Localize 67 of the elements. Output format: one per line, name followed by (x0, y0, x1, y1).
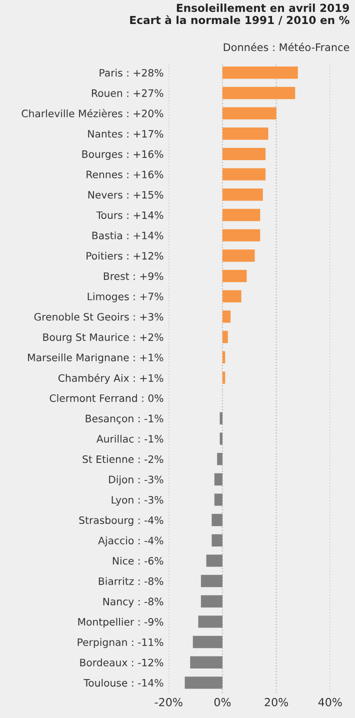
y-tick-label: Dijon : -3% (109, 475, 164, 486)
x-tick-label: 20% (264, 698, 288, 706)
y-tick-label: Tours : +14% (96, 211, 164, 219)
y-tick-label: Ajaccio : -4% (98, 536, 164, 546)
bar (222, 128, 268, 140)
y-tick-label: Bourges : +16% (82, 150, 164, 160)
bar (190, 656, 222, 668)
text: Données : Météo-France (224, 42, 350, 52)
x-tick-label: 40% (318, 698, 342, 706)
bar (184, 676, 222, 689)
y-tick-label: Paris : +28% (100, 68, 164, 77)
bar (192, 636, 222, 648)
bar (200, 595, 222, 608)
bar (222, 310, 231, 323)
bar (214, 494, 222, 506)
y-tick-label: Besançon : -1% (86, 414, 164, 424)
bar (212, 534, 222, 546)
y-tick-label: Biarritz : -8% (98, 577, 164, 586)
y-tick-label: Rennes : +16% (86, 170, 164, 178)
bar (222, 107, 276, 120)
bar (220, 432, 222, 445)
y-tick-label: Chambéry Aix : +1% (58, 374, 164, 384)
bar (212, 514, 222, 526)
chart-title: Ensoleillement en avril 2019 Ecart à la normale 1991 / 2010 en % (130, 4, 350, 25)
bar (222, 229, 260, 242)
bar (222, 208, 260, 222)
bar (222, 188, 263, 201)
bar (222, 330, 228, 344)
y-tick-label: Nancy : -8% (103, 598, 164, 608)
bar (220, 412, 222, 424)
y-tick-label: Nantes : +17% (88, 130, 164, 138)
y-tick-label: Lyon : -3% (112, 496, 164, 506)
y-tick-label: Brest : +9% (104, 272, 164, 280)
bar (198, 616, 222, 628)
bar (222, 86, 296, 100)
y-tick-label: Rouen : +27% (92, 89, 164, 97)
bar (222, 66, 298, 79)
y-tick-label: St Etienne : -2% (82, 455, 164, 464)
y-tick-label: Montpellier : -9% (78, 618, 164, 628)
bar (222, 148, 266, 160)
bar (222, 372, 226, 384)
bar (214, 473, 222, 486)
y-tick-label: Limoges : +7% (88, 292, 164, 302)
y-tick-label: Bordeaux : -12% (80, 658, 164, 666)
bar (222, 270, 247, 282)
bar (217, 452, 222, 466)
y-tick-label: Bourg St Maurice : +2% (43, 333, 164, 343)
x-tick-label: 0% (214, 698, 231, 706)
y-tick-label: Clermont Ferrand : 0% (50, 394, 164, 402)
y-tick-label: Aurillac : -1% (96, 434, 164, 443)
y-tick-label: Toulouse : -14% (84, 678, 164, 687)
y-tick-label: Grenoble St Geoirs : +3% (34, 312, 164, 321)
y-tick-label: Perpignan : -11% (78, 638, 164, 648)
y-tick-label: Nice : -6% (112, 556, 164, 565)
bar (200, 574, 222, 588)
bar (222, 290, 242, 302)
bar (222, 168, 266, 180)
y-tick-label: Charleville Mézières : +20% (22, 109, 164, 118)
y-tick-label: Poitiers : +12% (86, 252, 164, 260)
bar (222, 250, 255, 262)
y-tick-label: Nevers : +15% (88, 190, 164, 199)
x-tick-label: -20% (154, 698, 182, 706)
bar (206, 554, 222, 567)
y-tick-label: Bastia : +14% (92, 231, 164, 240)
y-tick-label: Marseille Marignane : +1% (28, 353, 164, 364)
bar (222, 351, 226, 364)
y-tick-label: Strasbourg : -4% (79, 516, 164, 526)
